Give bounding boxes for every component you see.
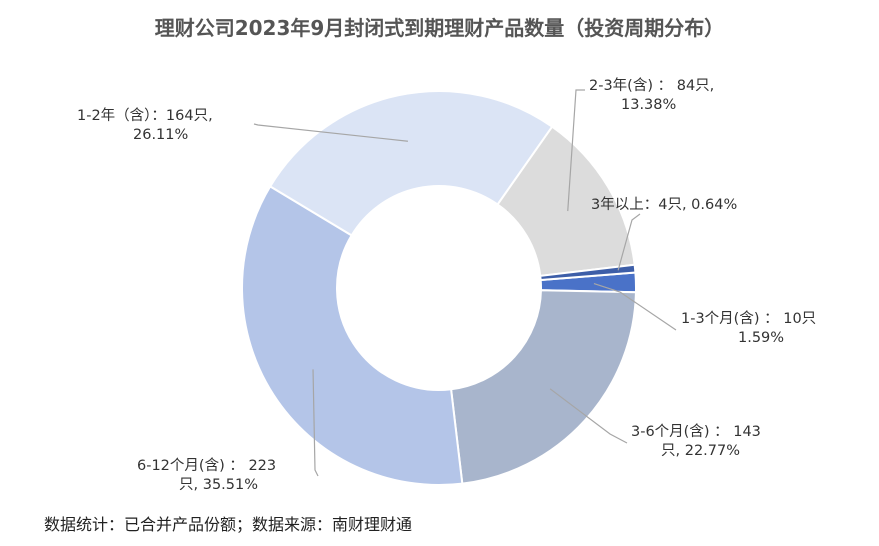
slice-5 <box>539 263 637 282</box>
chart-title: 理财公司2023年9月封闭式到期理财产品数量（投资周期分布） <box>154 16 725 40</box>
leader-line-3 <box>253 123 409 142</box>
leader-line-1 <box>549 388 628 444</box>
leader-line-4 <box>567 89 585 212</box>
leader-line-5 <box>617 213 641 271</box>
label-2-3-years: 2-3年(含) ： 84只, 13.38% <box>589 78 715 113</box>
leader-line-2 <box>312 369 319 477</box>
label-1-2-years: 1-2年（含）：164只, 26.11% <box>77 108 213 143</box>
label-3-6-months: 3-6个月(含) ： 143 只, 22.77% <box>631 424 761 459</box>
leader-line-0 <box>593 283 677 331</box>
label-3-years-plus: 3年以上：4只, 0.64% <box>591 197 738 213</box>
slice-2 <box>241 185 464 486</box>
slice-1 <box>449 289 637 485</box>
label-6-12-months: 6-12个月(含) ： 223 只, 35.51% <box>137 458 277 493</box>
footer-note: 数据统计：已合并产品份额；数据来源：南财理财通 <box>44 515 413 534</box>
label-1-3-months: 1-3个月(含) ： 10只 1.59% <box>681 311 817 346</box>
slice-3 <box>268 90 554 237</box>
